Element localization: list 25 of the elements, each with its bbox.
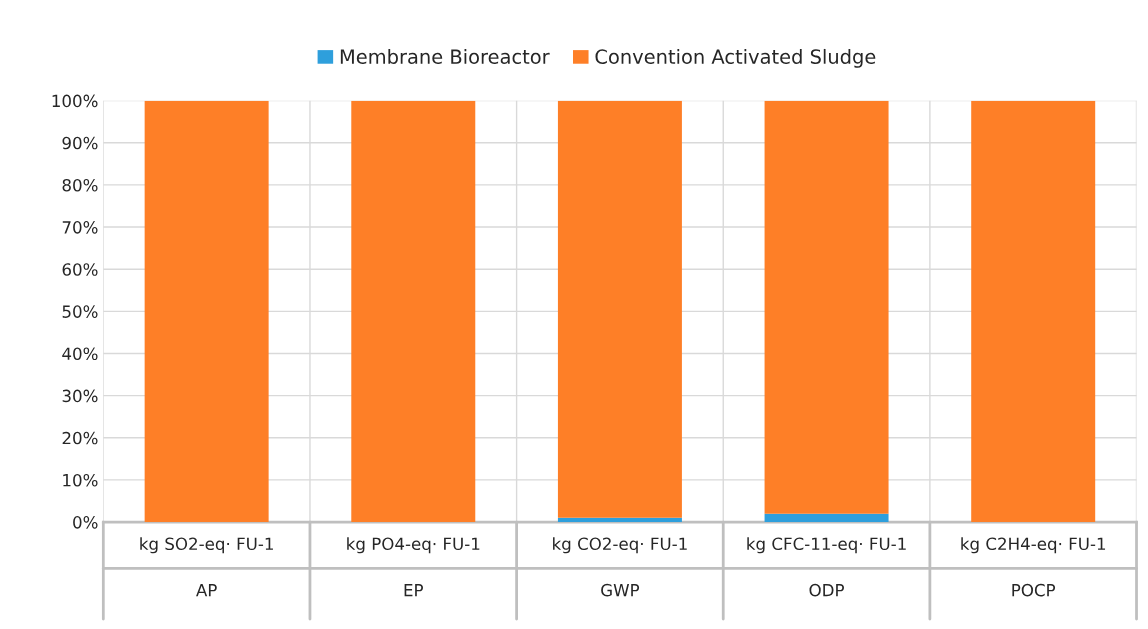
y-tick-label: 40%: [62, 347, 98, 361]
bar: [764, 513, 889, 523]
y-tick-label: 100%: [52, 94, 98, 108]
y-tick-label: 0%: [73, 516, 98, 529]
category-label: kg PO4-eq· FU-1 EP: [347, 537, 480, 597]
category-label: kg CFC-11-eq· FU-1 ODP: [747, 537, 906, 597]
bar: [764, 100, 889, 514]
bar: [144, 100, 269, 523]
category-label: kg SO2-eq· FU-1 AP: [140, 537, 273, 597]
category-label: kg C2H4-eq· FU-1 POCP: [961, 537, 1106, 597]
bar: [971, 100, 1096, 523]
legend-label: Convention Activated Sludge: [595, 48, 876, 68]
bar: [557, 100, 682, 518]
category-label: kg CO2-eq· FU-1 GWP: [553, 537, 687, 597]
y-tick-label: 90%: [62, 136, 98, 150]
y-tick-label: 60%: [62, 263, 98, 276]
bar: [351, 100, 476, 523]
y-tick-label: 20%: [62, 431, 98, 445]
y-tick-label: 30%: [62, 389, 98, 403]
bar: [557, 517, 682, 523]
y-tick-label: 10%: [63, 473, 98, 487]
y-tick-label: 70%: [62, 221, 98, 234]
y-tick-label: 80%: [62, 178, 98, 192]
y-tick-label: 50%: [62, 305, 98, 318]
legend-label: Membrane Bioreactor: [340, 48, 550, 64]
